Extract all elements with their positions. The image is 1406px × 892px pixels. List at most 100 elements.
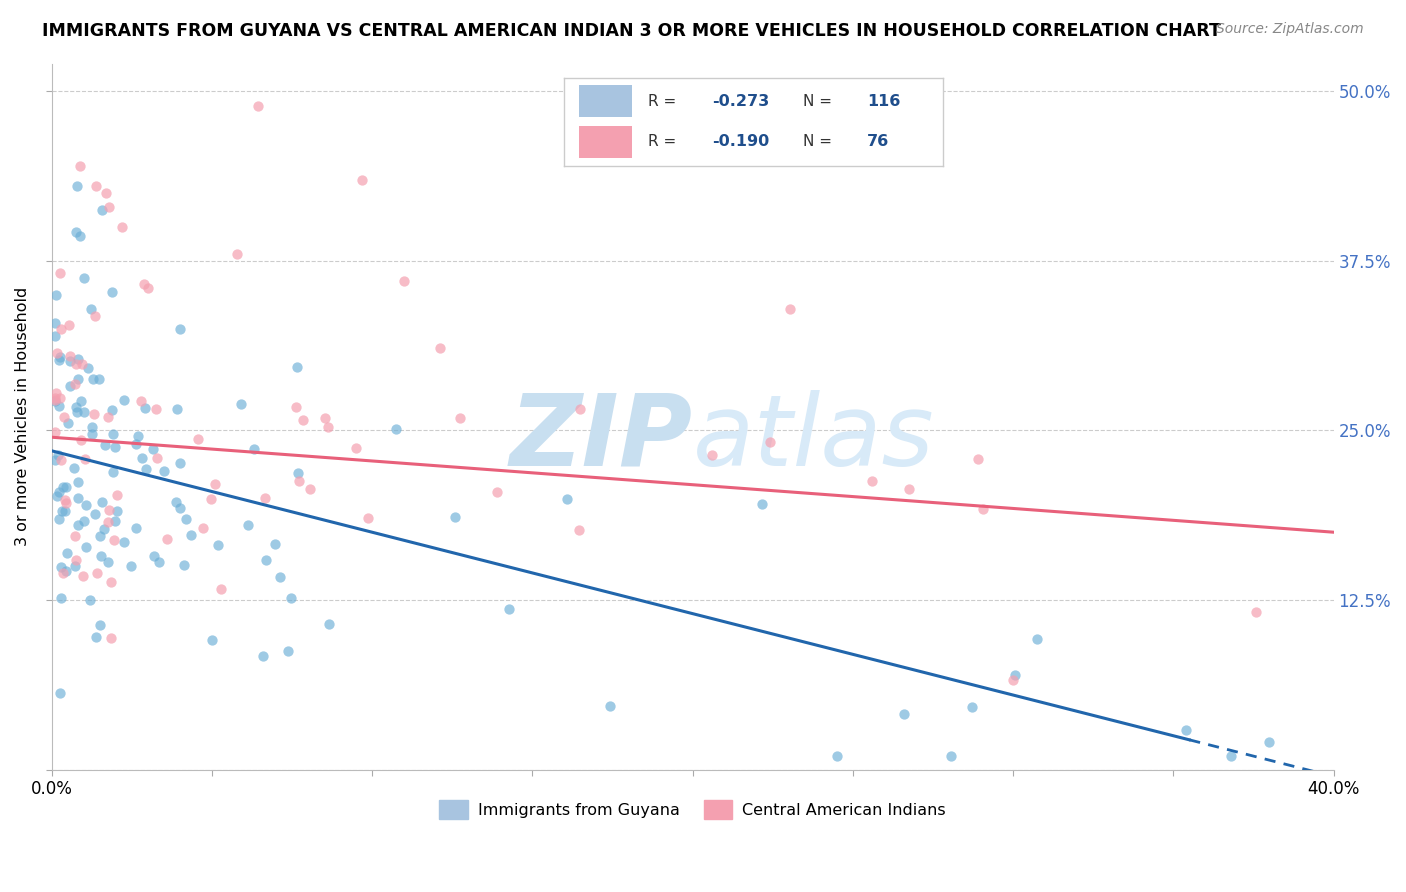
Point (70, 357, 93, 371)
Point (98, 503, 121, 517)
Point (344, 441, 367, 455)
Point (967, 451, 990, 466)
Point (70, 434, 93, 448)
Point (486, 484, 509, 499)
Point (131, 451, 153, 466)
Point (385, 422, 408, 436)
Point (120, 558, 142, 573)
Point (55, 492, 77, 507)
Point (66, 372, 89, 386)
Text: atlas: atlas (693, 390, 934, 486)
Point (112, 535, 135, 549)
Point (104, 514, 127, 528)
Point (45, 386, 67, 401)
Point (209, 582, 232, 597)
Point (73, 452, 96, 467)
Point (48, 485, 70, 500)
Point (45, 287, 67, 301)
Point (51, 559, 73, 574)
Point (48, 352, 70, 367)
Point (287, 466, 309, 480)
Point (66, 179, 89, 194)
Text: ZIP: ZIP (509, 390, 693, 486)
Point (79, 593, 101, 607)
Point (316, 420, 339, 434)
Point (87, 372, 110, 386)
Point (49, 266, 72, 280)
Point (69, 228, 91, 243)
Point (287, 360, 309, 375)
Point (89, 617, 111, 632)
Point (498, 602, 520, 616)
Point (972, 502, 994, 516)
Point (960, 700, 983, 714)
Point (156, 533, 179, 547)
Point (59, 354, 82, 368)
Point (187, 432, 209, 446)
Point (90, 203, 112, 218)
Point (66, 405, 89, 419)
Point (59, 378, 82, 392)
Point (83, 309, 105, 323)
Point (1026, 632, 1049, 646)
Point (103, 466, 125, 480)
Point (759, 435, 782, 450)
Point (1244, 606, 1267, 620)
Point (103, 427, 125, 442)
Point (48, 350, 70, 364)
Point (392, 274, 415, 288)
Point (314, 411, 336, 425)
Point (73, 405, 96, 419)
Point (93, 522, 115, 536)
Point (52, 480, 75, 494)
Point (252, 648, 274, 663)
Point (939, 749, 962, 764)
Point (44, 328, 66, 343)
Point (112, 393, 135, 408)
Point (65, 225, 87, 239)
Point (263, 537, 285, 551)
Point (125, 521, 148, 535)
Point (90, 495, 112, 509)
Point (58, 416, 80, 430)
Point (599, 698, 621, 713)
Point (94, 186, 117, 200)
Point (350, 173, 373, 187)
Point (125, 436, 148, 450)
Point (63, 558, 86, 573)
Point (51, 504, 73, 518)
Point (174, 512, 197, 526)
Point (52, 566, 75, 580)
Point (58, 318, 80, 332)
Point (89, 529, 111, 543)
Point (86, 179, 108, 194)
Point (111, 219, 134, 234)
Point (44, 392, 66, 407)
Point (97, 410, 120, 425)
Point (269, 570, 291, 584)
Point (66, 351, 89, 366)
Point (84, 507, 107, 521)
Point (82, 426, 104, 441)
Point (129, 393, 152, 408)
Point (145, 401, 167, 416)
Point (134, 401, 156, 415)
Legend: Immigrants from Guyana, Central American Indians: Immigrants from Guyana, Central American… (433, 794, 952, 825)
Point (62, 461, 84, 475)
Point (153, 464, 176, 478)
Point (101, 403, 124, 417)
Point (893, 706, 915, 721)
Point (169, 322, 191, 336)
Point (63, 376, 86, 391)
Point (104, 440, 127, 454)
Point (284, 400, 307, 414)
Point (229, 397, 252, 411)
Point (132, 277, 155, 291)
Point (148, 555, 170, 569)
Point (1001, 673, 1024, 687)
Point (135, 462, 157, 476)
Point (49, 591, 72, 606)
Point (173, 558, 195, 572)
Point (443, 510, 465, 524)
Point (82, 420, 104, 434)
